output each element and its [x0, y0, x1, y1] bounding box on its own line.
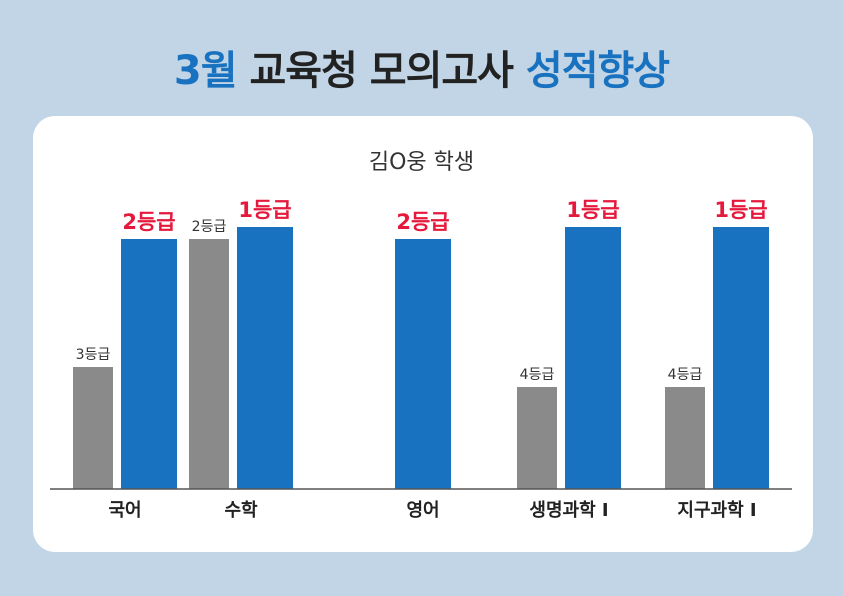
category-label-0: 국어 — [108, 500, 141, 521]
label-before-0: 3등급 — [76, 347, 111, 363]
label-after-1: 1등급 — [238, 198, 291, 222]
label-before-3: 4등급 — [520, 367, 555, 383]
label-after-3: 1등급 — [566, 198, 619, 222]
label-before-1: 2등급 — [192, 219, 227, 235]
chart-subtitle: 김O웅 학생 — [368, 150, 475, 175]
label-before-4: 4등급 — [668, 367, 703, 383]
title-improvement: 성적향상 — [525, 48, 670, 94]
category-label-4: 지구과학 I — [677, 499, 756, 521]
bar-before-0 — [73, 367, 113, 489]
label-after-2: 2등급 — [396, 210, 449, 234]
bar-after-2 — [395, 239, 451, 489]
category-label-1: 수학 — [224, 499, 258, 521]
label-after-4: 1등급 — [714, 198, 767, 222]
page-title: 3월 교육청 모의고사 성적향상 — [0, 38, 843, 96]
bar-after-0 — [121, 239, 177, 489]
title-month: 3월 — [173, 48, 238, 94]
label-after-0: 2등급 — [122, 210, 175, 234]
bar-after-3 — [565, 227, 621, 489]
bar-before-4 — [665, 387, 705, 489]
bar-after-1 — [237, 227, 293, 489]
category-label-3: 생명과학 I — [529, 499, 608, 521]
category-label-2: 영어 — [406, 500, 439, 521]
bar-before-3 — [517, 387, 557, 489]
title-exam: 교육청 모의고사 — [236, 48, 526, 94]
bar-after-4 — [713, 227, 769, 489]
bar-before-1 — [189, 239, 229, 489]
